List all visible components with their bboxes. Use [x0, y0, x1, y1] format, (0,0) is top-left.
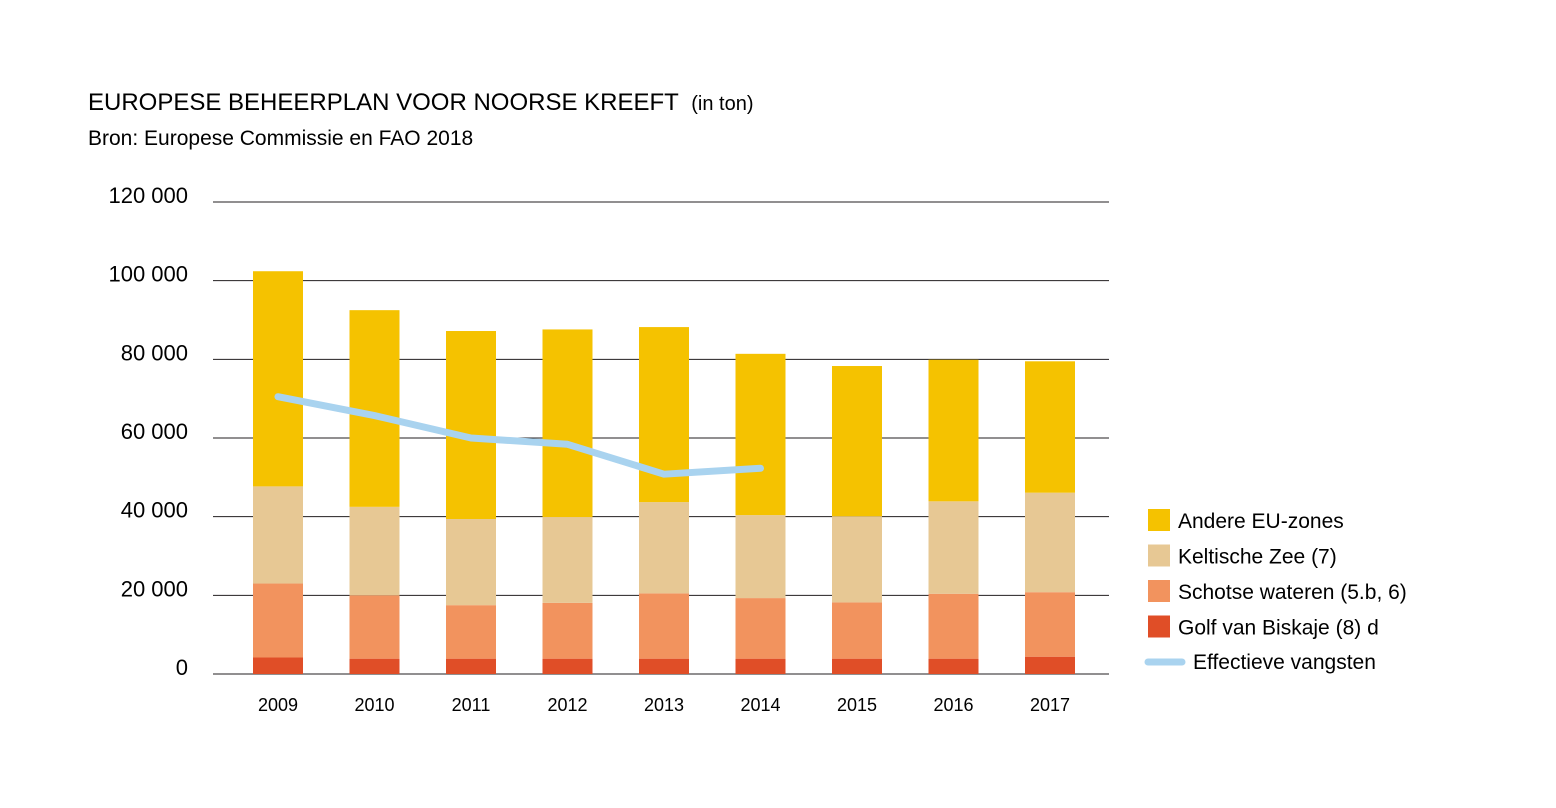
bar-segment	[735, 515, 786, 599]
x-tick-label: 2012	[547, 695, 587, 715]
bar-segment	[446, 658, 496, 674]
line-point	[277, 396, 279, 398]
bar-segment	[928, 593, 979, 659]
y-tick-label: 20 000	[121, 576, 188, 601]
legend: Andere EU-zones Keltische Zee (7) Schotse …	[1144, 509, 1407, 674]
chart-title-unit: (in ton)	[691, 93, 753, 115]
bar-segment	[253, 583, 303, 658]
line-point	[567, 443, 568, 445]
y-tick-label: 0	[176, 655, 188, 680]
bar-segment	[349, 506, 400, 596]
bar-segment	[253, 486, 303, 584]
legend-swatch	[1148, 615, 1170, 638]
x-tick-label: 2011	[452, 695, 491, 715]
bar-segment	[1025, 361, 1075, 493]
bar-segment	[832, 658, 882, 674]
x-tick-label: 2017	[1030, 695, 1070, 715]
line-series	[274, 393, 764, 478]
y-axis-ticks: 0 20 000 40 000 60 000 80 000 100 000 120 000	[108, 183, 188, 680]
bar-segment	[349, 658, 400, 674]
legend-swatch	[1148, 509, 1170, 531]
bar-segment	[542, 517, 593, 603]
bar-segment	[1025, 656, 1075, 674]
bar-segment	[446, 519, 496, 606]
bar-segment	[253, 271, 303, 487]
bar-segment	[928, 359, 979, 502]
legend-label: Keltische Zee (7)	[1178, 546, 1337, 569]
x-tick-label: 2015	[837, 695, 877, 715]
bar-segment	[349, 595, 400, 659]
bar-segment	[735, 598, 786, 659]
bar-segment	[832, 602, 882, 659]
bar-segment	[1025, 492, 1075, 593]
line-point	[470, 437, 472, 439]
bar-segment	[1025, 592, 1075, 657]
chart-subtitle: Bron: Europese Commissie en FAO 2018	[88, 127, 473, 150]
legend-swatch	[1148, 580, 1170, 602]
bar-segment	[832, 366, 882, 517]
bar-segment	[639, 658, 689, 674]
y-tick-label: 120 000	[108, 183, 188, 208]
x-tick-label: 2010	[354, 695, 394, 715]
line-point	[760, 467, 761, 469]
legend-label: Effectieve vangsten	[1193, 651, 1376, 674]
bar-segment	[542, 658, 593, 674]
x-tick-label: 2014	[740, 695, 780, 715]
bar-segment	[542, 602, 593, 659]
bar-segment	[639, 593, 689, 659]
bar-segment	[928, 658, 979, 674]
bar-segment	[735, 658, 786, 674]
bar-segment	[349, 310, 400, 507]
bar-segment	[639, 502, 689, 594]
line-point	[374, 415, 375, 417]
bar-segment	[446, 331, 496, 520]
legend-swatch	[1148, 544, 1170, 567]
legend-label: Schotse wateren (5.b, 6)	[1178, 581, 1407, 604]
chart-title-main: EUROPESE BEHEERPLAN VOOR NOORSE KREEFT	[88, 89, 679, 116]
y-tick-label: 80 000	[121, 340, 188, 365]
y-tick-label: 100 000	[108, 262, 188, 287]
line-point	[663, 473, 665, 475]
bar-segment	[832, 516, 882, 603]
x-tick-label: 2016	[933, 695, 973, 715]
legend-label: Golf van Biskaje (8) d	[1178, 617, 1379, 640]
chart-title: EUROPESE BEHEERPLAN VOOR NOORSE KREEFT (…	[88, 89, 754, 116]
y-tick-label: 60 000	[121, 419, 188, 444]
y-tick-label: 40 000	[121, 498, 188, 523]
x-tick-label: 2013	[644, 695, 684, 715]
bar-segment	[542, 329, 593, 518]
legend-label: Andere EU-zones	[1178, 510, 1344, 533]
effective-catch-line	[274, 393, 764, 478]
x-tick-label: 2009	[258, 695, 298, 715]
bar-segment	[735, 353, 786, 516]
bar-segment	[928, 501, 979, 594]
x-axis-ticks: 2009 2010 2011 2012 2013 2014 2015 2016 2017	[258, 695, 1070, 715]
bar-segment	[253, 657, 303, 674]
bar-segment	[446, 605, 496, 659]
